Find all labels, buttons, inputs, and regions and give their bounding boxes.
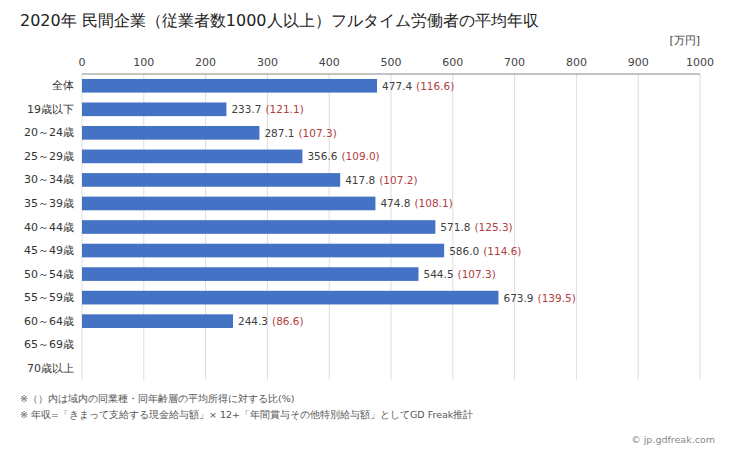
tick-label: 0: [79, 56, 86, 69]
grid: [82, 74, 700, 380]
grid-line: [638, 74, 639, 380]
ratio-label: (121.1): [265, 103, 303, 115]
ratio-label: (116.6): [416, 80, 454, 92]
category-label: 40～44歳: [24, 221, 74, 234]
value-label: 586.0: [449, 245, 479, 257]
category-label: 25～29歳: [24, 150, 74, 163]
value-label: 544.5: [424, 268, 454, 280]
category-label: 35～39歳: [24, 197, 74, 210]
labels: 477.4 (116.6) 233.7 (121.1) 287.1 (107.3) 356.…: [231, 80, 575, 327]
grid-line: [576, 74, 577, 380]
bar: [82, 197, 375, 211]
tick-label: 100: [133, 56, 154, 69]
data-label: 356.6 (109.0): [307, 150, 379, 162]
bar: [82, 291, 498, 305]
category-label: 55～59歳: [24, 291, 74, 304]
category-label: 全体: [52, 79, 74, 92]
ratio-label: (86.6): [272, 315, 304, 327]
axis-line: [82, 74, 700, 75]
category-label: 19歳以下: [27, 103, 74, 116]
category-label: 70歳以上: [27, 362, 74, 375]
data-label: 287.1 (107.3): [264, 127, 336, 139]
bar: [82, 79, 377, 93]
footnote: ※ 年収=「きまって支給する現金給与額」× 12+「年間賞与その他特別給与額」と…: [20, 409, 473, 420]
tick-label: 600: [442, 56, 463, 69]
value-label: 571.8: [440, 221, 470, 233]
ratio-label: (107.3): [298, 127, 336, 139]
tick-label: 200: [195, 56, 216, 69]
bar: [82, 102, 226, 116]
bar: [82, 244, 444, 258]
bar: [82, 173, 340, 187]
value-label: 673.9: [503, 292, 533, 304]
grid-line: [514, 74, 515, 380]
value-label: 233.7: [231, 103, 261, 115]
category-label: 60～64歳: [24, 315, 74, 328]
data-label: 673.9 (139.5): [503, 292, 575, 304]
tick-label: 500: [381, 56, 402, 69]
title: 2020年 民間企業（従業者数1000人以上）フルタイム労働者の平均年収: [20, 11, 539, 30]
value-label: 244.3: [238, 315, 268, 327]
ratio-label: (114.6): [483, 245, 521, 257]
ratio-label: (108.1): [414, 197, 452, 209]
ratio-label: (107.2): [379, 174, 417, 186]
bar: [82, 150, 302, 164]
tick-label: 900: [628, 56, 649, 69]
axis-label: [万円]: [669, 34, 700, 47]
watermark: © jp.gdfreak.com: [631, 434, 715, 445]
bar: [82, 361, 83, 375]
data-label: 571.8 (125.3): [440, 221, 512, 233]
category-label: 30～34歳: [24, 173, 74, 186]
bar: [82, 267, 419, 281]
tick-label: 1000: [686, 56, 714, 69]
data-label: 244.3 (86.6): [238, 315, 304, 327]
chart-svg: 2020年 民間企業（従業者数1000人以上）フルタイム労働者の平均年収 [万円]…: [0, 0, 729, 451]
value-label: 477.4: [382, 80, 412, 92]
category-label: 20～24歳: [24, 126, 74, 139]
ratio-label: (109.0): [341, 150, 379, 162]
value-label: 474.8: [380, 197, 410, 209]
tick-label: 800: [566, 56, 587, 69]
category-label: 65～69歳: [24, 338, 74, 351]
ratio-label: (107.3): [458, 268, 496, 280]
footnote: ※（）内は域内の同業種・同年齢層の平均所得に対する比(%): [20, 393, 294, 404]
ratio-label: (139.5): [538, 292, 576, 304]
bars: [82, 79, 498, 328]
bar: [82, 220, 435, 234]
tick-label: 400: [319, 56, 340, 69]
category-label: 50～54歳: [24, 268, 74, 281]
data-label: 477.4 (116.6): [382, 80, 454, 92]
data-label: 544.5 (107.3): [424, 268, 496, 280]
value-label: 356.6: [307, 150, 337, 162]
data-label: 417.8 (107.2): [345, 174, 417, 186]
ratio-label: (125.3): [474, 221, 512, 233]
tick-label: 700: [504, 56, 525, 69]
value-label: 417.8: [345, 174, 375, 186]
data-label: 233.7 (121.1): [231, 103, 303, 115]
bar: [82, 126, 259, 140]
grid-line: [700, 74, 701, 380]
value-label: 287.1: [264, 127, 294, 139]
bar: [82, 338, 83, 352]
data-label: 474.8 (108.1): [380, 197, 452, 209]
tick-label: 300: [257, 56, 278, 69]
bar: [82, 314, 233, 328]
data-label: 586.0 (114.6): [449, 245, 521, 257]
category-label: 45～49歳: [24, 244, 74, 257]
